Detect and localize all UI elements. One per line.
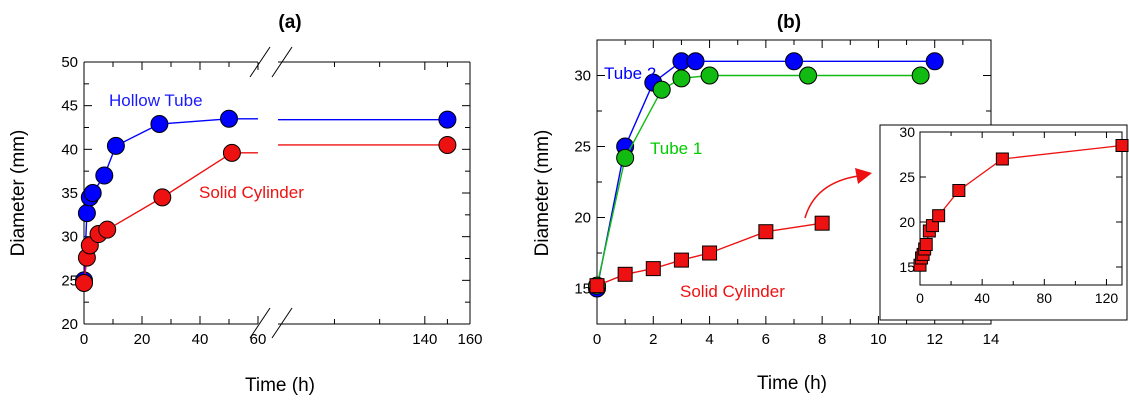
data-point — [438, 135, 457, 154]
data-point — [652, 80, 671, 99]
data-point — [785, 52, 803, 71]
panel-a: (a) Diameter (mm) Time (h) 20 25 30 35 40 45 5… — [8, 12, 483, 396]
series-label-tube-2: Tube 2 — [604, 64, 656, 83]
panel-b-ylabel: Diameter (mm) — [532, 130, 553, 257]
y-tick-label: 20 — [574, 210, 591, 227]
panel-b-xlabel: Time (h) — [757, 373, 827, 394]
inset-x-tick-label: 0 — [916, 290, 924, 306]
data-point — [77, 204, 96, 223]
inset-data-point — [919, 238, 933, 251]
data-point — [645, 261, 661, 277]
y-tick-label: 25 — [574, 139, 591, 156]
x-tick-label: 0 — [80, 331, 88, 348]
y-tick-label: 40 — [61, 141, 78, 158]
panel-b: (b) Diameter (mm) Time (h) 15 20 25 30 0 2 4 6 8… — [532, 12, 1129, 394]
inset-ticks: 15 20 25 30 0 40 80 120 — [899, 124, 1122, 306]
data-point — [617, 266, 633, 282]
inset-x-tick-label: 120 — [1095, 290, 1119, 306]
x-tick-label: 14 — [983, 331, 1000, 348]
data-point — [911, 66, 930, 85]
data-point — [83, 184, 102, 202]
y-tick-label: 20 — [61, 316, 78, 333]
data-point — [672, 69, 691, 88]
x-tick-label: 140 — [412, 331, 437, 348]
x-tick-label: 8 — [818, 331, 826, 348]
panel-b-series — [588, 52, 944, 298]
data-point — [95, 166, 114, 185]
series-line — [596, 74, 921, 286]
data-point — [150, 115, 169, 134]
x-tick-label: 160 — [457, 331, 482, 348]
inset-chart: 15 20 25 30 0 40 80 120 — [879, 124, 1129, 321]
data-point — [616, 148, 635, 167]
data-point — [814, 215, 830, 231]
x-tick-label: 40 — [192, 331, 209, 348]
data-point — [799, 66, 818, 85]
data-point — [98, 220, 117, 239]
x-tick-label: 60 — [250, 331, 267, 348]
panel-b-title: (b) — [777, 12, 801, 33]
data-point — [153, 188, 172, 207]
y-tick-label: 15 — [574, 281, 591, 298]
inset-data-point — [1115, 139, 1129, 152]
data-point — [220, 109, 238, 128]
series-label-tube-1: Tube 1 — [650, 139, 702, 158]
x-tick-label: 0 — [593, 331, 601, 348]
series-label-solid-cylinder-b: Solid Cylinder — [680, 282, 785, 301]
y-tick-label: 35 — [61, 185, 78, 202]
y-tick-label: 25 — [61, 272, 78, 289]
x-tick-label: 4 — [705, 331, 713, 348]
data-point — [758, 224, 774, 240]
inset-y-tick-label: 15 — [899, 259, 915, 275]
panel-a-ylabel: Diameter (mm) — [8, 130, 29, 257]
panel-a-xlabel: Time (h) — [245, 375, 315, 396]
data-point — [438, 110, 457, 129]
y-tick-label: 45 — [61, 98, 78, 115]
inset-x-tick-label: 40 — [974, 290, 990, 306]
data-point — [106, 136, 125, 155]
series-label-hollow-tube: Hollow Tube — [109, 91, 203, 110]
x-tick-label: 10 — [870, 331, 887, 348]
inset-y-tick-label: 25 — [899, 169, 915, 185]
data-point — [673, 252, 689, 268]
data-point — [700, 66, 719, 85]
y-tick-label: 30 — [574, 68, 591, 85]
data-point — [589, 278, 605, 294]
inset-arrow — [804, 168, 872, 219]
x-tick-label: 6 — [762, 331, 770, 348]
inset-frame — [919, 131, 1123, 286]
inset-series — [913, 139, 1129, 272]
data-point — [925, 52, 944, 71]
data-point — [75, 273, 93, 292]
y-tick-label: 30 — [61, 229, 78, 246]
x-tick-label: 20 — [134, 331, 151, 348]
inset-data-point — [995, 152, 1009, 166]
x-tick-label: 2 — [649, 331, 657, 348]
y-tick-label: 50 — [61, 54, 78, 71]
inset-y-tick-label: 30 — [899, 124, 915, 140]
inset-x-tick-label: 80 — [1037, 290, 1053, 306]
series-label-solid-cylinder-a: Solid Cylinder — [199, 183, 304, 202]
data-point — [222, 143, 241, 162]
panel-a-series — [75, 109, 457, 292]
inset-y-tick-label: 20 — [899, 214, 915, 230]
data-point — [702, 245, 718, 261]
inset-data-point — [932, 209, 946, 223]
panel-a-title: (a) — [278, 12, 301, 33]
x-tick-label: 12 — [926, 331, 943, 348]
inset-data-point — [952, 184, 966, 197]
data-point — [686, 52, 705, 71]
